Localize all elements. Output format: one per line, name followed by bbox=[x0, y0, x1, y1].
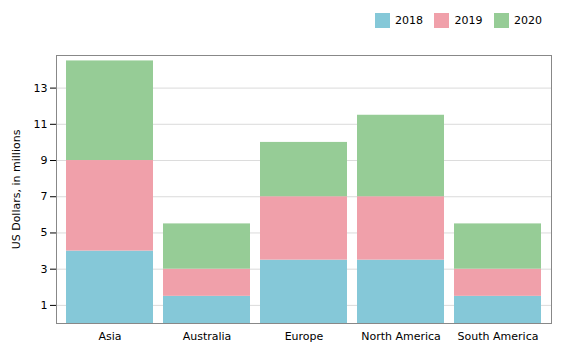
svg-text:Europe: Europe bbox=[285, 330, 324, 343]
svg-text:South America: South America bbox=[458, 330, 539, 343]
svg-text:5: 5 bbox=[41, 226, 48, 239]
svg-text:US Dollars, in millions: US Dollars, in millions bbox=[10, 129, 23, 249]
svg-text:7: 7 bbox=[41, 190, 48, 203]
html-text:2020: 2020 bbox=[514, 14, 542, 27]
html-text:2019: 2019 bbox=[454, 14, 483, 27]
svg-text:13: 13 bbox=[34, 81, 48, 94]
svg-text:1: 1 bbox=[41, 298, 48, 311]
svg-text:3: 3 bbox=[41, 262, 48, 275]
svg-text:Asia: Asia bbox=[98, 330, 121, 343]
svg-text:North America: North America bbox=[361, 330, 441, 343]
svg-text:9: 9 bbox=[41, 154, 48, 167]
html-text:2018: 2018 bbox=[395, 14, 423, 27]
svg-text:Australia: Australia bbox=[183, 330, 232, 343]
svg-text:11: 11 bbox=[34, 117, 48, 130]
